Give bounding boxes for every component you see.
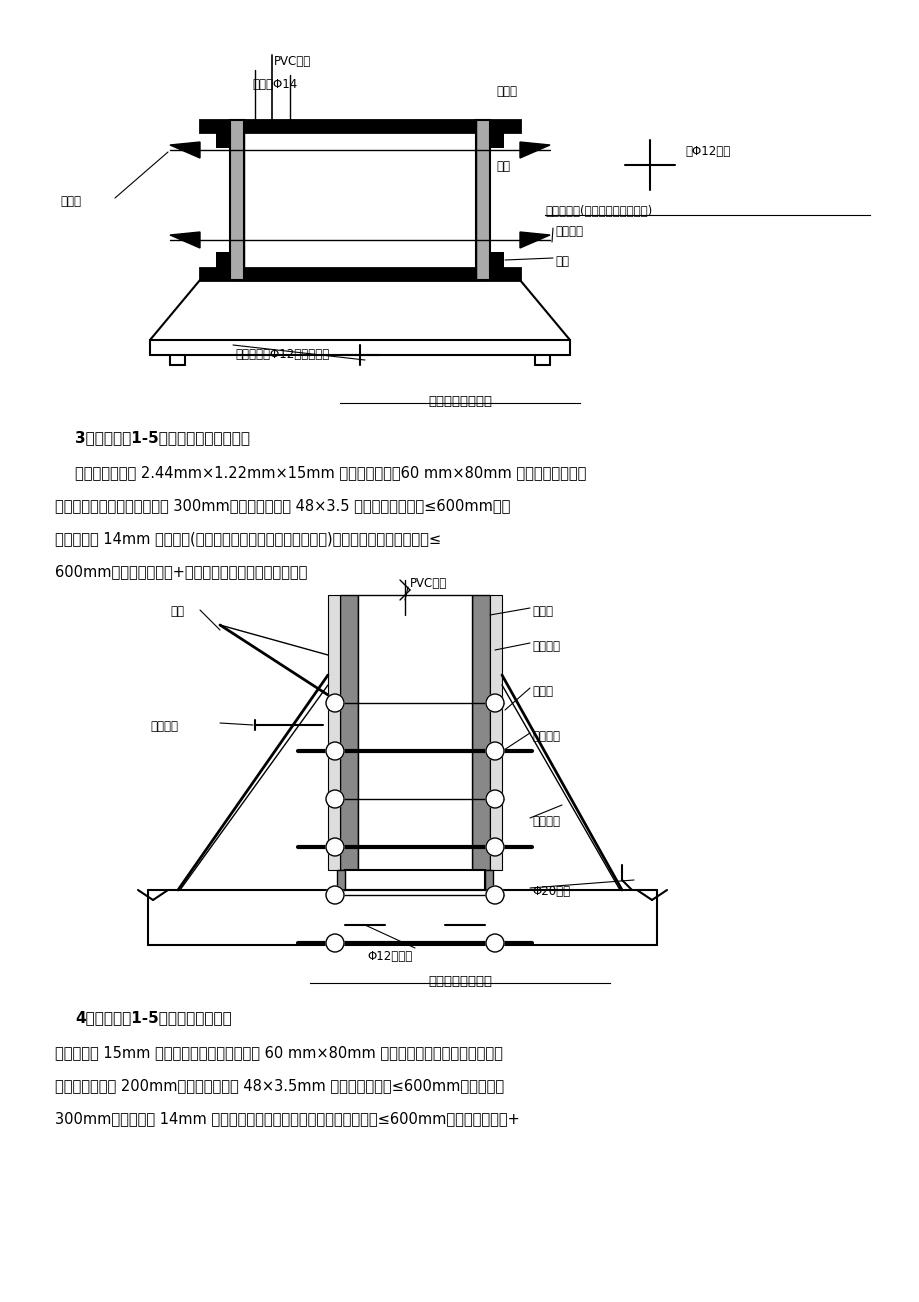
Bar xyxy=(244,120,475,280)
Text: 基础梁模板断面图: 基础梁模板断面图 xyxy=(427,395,492,408)
Circle shape xyxy=(485,790,504,809)
Polygon shape xyxy=(519,142,550,158)
Text: 内撑杆Φ14: 内撑杆Φ14 xyxy=(252,78,297,91)
Text: 对拉螺杆: 对拉螺杆 xyxy=(554,225,583,238)
Text: 下部定位筋Φ12与箍筋焊接: 下部定位筋Φ12与箍筋焊接 xyxy=(234,348,329,361)
Text: 3、地下室、1-5层裙楼部分剪力墙模板: 3、地下室、1-5层裙楼部分剪力墙模板 xyxy=(75,430,250,445)
Bar xyxy=(340,595,357,870)
Circle shape xyxy=(325,694,344,712)
Polygon shape xyxy=(519,232,550,247)
Bar xyxy=(357,595,471,870)
Bar xyxy=(345,870,484,891)
Text: 蝴蝶卡: 蝴蝶卡 xyxy=(60,195,81,208)
Text: 调节丝杠: 调节丝杠 xyxy=(150,720,177,733)
Bar xyxy=(471,595,490,870)
Circle shape xyxy=(325,838,344,855)
Polygon shape xyxy=(170,232,199,247)
Text: 300mm，采用直径 14mm 对拉螺杆、蝴蝶卡紧固，对拉螺杆竖向间距≤600mm，支撑采用钢管+: 300mm，采用直径 14mm 对拉螺杆、蝴蝶卡紧固，对拉螺杆竖向间距≤600m… xyxy=(55,1111,519,1126)
Text: 方木: 方木 xyxy=(495,160,509,173)
Bar xyxy=(475,120,490,280)
Circle shape xyxy=(485,934,504,952)
Text: PVC套管: PVC套管 xyxy=(410,577,447,590)
Circle shape xyxy=(325,742,344,760)
Bar xyxy=(471,595,490,870)
Circle shape xyxy=(485,885,504,904)
Circle shape xyxy=(485,742,504,760)
Text: 多层板: 多层板 xyxy=(495,85,516,98)
Text: 柱模板采用 15mm 厚覆膜多层板、竖龙骨采用 60 mm×80mm 方木作竖龙骨现场加工拼装，竖: 柱模板采用 15mm 厚覆膜多层板、竖龙骨采用 60 mm×80mm 方木作竖龙… xyxy=(55,1046,503,1060)
Bar xyxy=(199,268,519,280)
Bar xyxy=(230,120,244,280)
Text: 剪力墙模板断面图: 剪力墙模板断面图 xyxy=(427,975,492,988)
Circle shape xyxy=(485,694,504,712)
Bar xyxy=(336,870,345,891)
Text: 多层板: 多层板 xyxy=(531,605,552,618)
Text: 蝴蝶卡: 蝴蝶卡 xyxy=(531,685,552,698)
Text: 钢管: 钢管 xyxy=(170,605,184,618)
Bar xyxy=(328,595,340,870)
Text: Φ20锚筋: Φ20锚筋 xyxy=(531,885,570,898)
Bar xyxy=(216,253,230,272)
Text: 钢管支撑: 钢管支撑 xyxy=(531,815,560,828)
Text: 竖方木楞: 竖方木楞 xyxy=(531,641,560,654)
Bar xyxy=(328,595,340,870)
Text: 定位筋做法(钢筋外皮为梁宽尺寸): 定位筋做法(钢筋外皮为梁宽尺寸) xyxy=(544,204,652,217)
Bar xyxy=(199,120,519,132)
Text: 焊Φ12钢筋: 焊Φ12钢筋 xyxy=(685,145,730,158)
Bar xyxy=(490,595,502,870)
Text: 4、地下室、1-5层裙楼部分柱模板: 4、地下室、1-5层裙楼部分柱模板 xyxy=(75,1010,232,1025)
Circle shape xyxy=(485,838,504,855)
Text: 剪力墙模板采用 2.44mm×1.22mm×15mm 厚覆膜多层板，60 mm×80mm 方木作竖龙骨现场: 剪力墙模板采用 2.44mm×1.22mm×15mm 厚覆膜多层板，60 mm×… xyxy=(75,465,585,480)
Text: 600mm，支撑采用钢管+可调节丝杠斜支撑固。见下图：: 600mm，支撑采用钢管+可调节丝杠斜支撑固。见下图： xyxy=(55,564,307,579)
Bar xyxy=(484,870,493,891)
Text: 向方木龙骨间距 200mm，柱箍采用直径 48×3.5mm 钢管，柱箍间距≤600mm，柱箍距地: 向方木龙骨间距 200mm，柱箍采用直径 48×3.5mm 钢管，柱箍间距≤60… xyxy=(55,1078,504,1092)
Polygon shape xyxy=(170,142,199,158)
Circle shape xyxy=(325,934,344,952)
Bar xyxy=(340,595,357,870)
Text: Φ12定位筋: Φ12定位筋 xyxy=(367,950,413,963)
Text: 加工拼装，竖向方木龙骨间距 300mm，横向采用直径 48×3.5 钢管作横楞，间距≤600mm，拉: 加工拼装，竖向方木龙骨间距 300mm，横向采用直径 48×3.5 钢管作横楞，… xyxy=(55,497,510,513)
Circle shape xyxy=(325,885,344,904)
Bar xyxy=(490,253,504,272)
Text: 方木: 方木 xyxy=(554,255,568,268)
Bar xyxy=(490,595,502,870)
Text: PVC套管: PVC套管 xyxy=(274,55,311,68)
Circle shape xyxy=(325,790,344,809)
Bar xyxy=(216,128,230,148)
Text: 杆采用直径 14mm 对拉螺杆(外墙、消防水池采用止水对拉螺杆)紧固，对拉螺杆横竖间距≤: 杆采用直径 14mm 对拉螺杆(外墙、消防水池采用止水对拉螺杆)紧固，对拉螺杆横… xyxy=(55,531,440,546)
Bar xyxy=(490,128,504,148)
Text: 对拉螺杆: 对拉螺杆 xyxy=(531,730,560,743)
